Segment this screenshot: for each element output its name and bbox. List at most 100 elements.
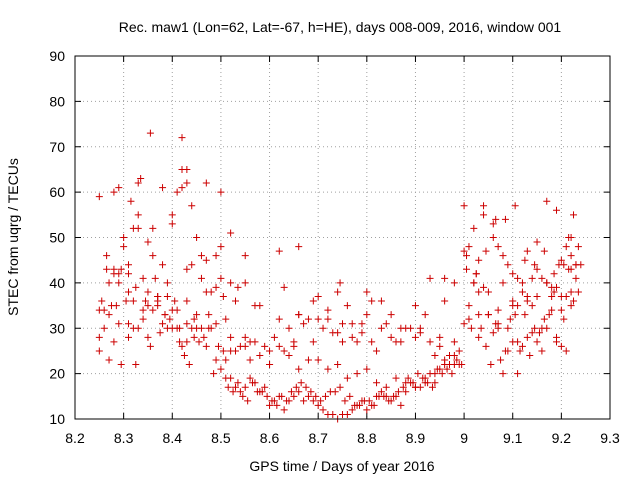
data-point: [266, 361, 274, 369]
data-point: [115, 320, 123, 328]
data-point: [241, 342, 249, 350]
data-point: [105, 311, 113, 319]
x-tick-label: 9.2: [552, 430, 572, 446]
data-point: [528, 274, 536, 282]
data-point: [261, 383, 269, 391]
data-point: [441, 361, 449, 369]
data-point: [531, 261, 539, 269]
x-tick-label: 8.5: [211, 430, 231, 446]
data-point: [356, 401, 364, 409]
data-point: [550, 270, 558, 278]
data-point: [465, 243, 473, 251]
data-point: [426, 274, 434, 282]
data-point: [178, 184, 186, 192]
data-point: [156, 329, 164, 337]
data-point: [241, 333, 249, 341]
data-point: [110, 188, 118, 196]
data-point: [446, 351, 453, 359]
data-point: [239, 392, 247, 400]
data-point: [105, 356, 113, 364]
data-point: [122, 297, 130, 305]
data-point: [103, 265, 111, 273]
data-point: [183, 320, 191, 328]
data-point: [190, 315, 198, 323]
data-point: [523, 333, 531, 341]
data-point: [241, 279, 249, 287]
data-point: [178, 342, 186, 350]
data-point: [334, 361, 342, 369]
y-tick-label: 90: [49, 48, 65, 64]
data-point: [489, 234, 497, 241]
data-point: [567, 302, 575, 310]
data-point: [487, 361, 495, 369]
data-points: [95, 129, 585, 423]
data-point: [377, 388, 385, 396]
data-point: [110, 338, 118, 346]
data-point: [533, 238, 541, 246]
data-point: [574, 288, 582, 296]
data-point: [343, 410, 351, 418]
data-point: [251, 302, 259, 310]
y-tick-label: 20: [49, 366, 65, 382]
data-point: [217, 274, 225, 282]
data-point: [159, 184, 167, 192]
data-point: [455, 347, 463, 355]
data-point: [553, 338, 560, 346]
data-point: [521, 311, 529, 319]
data-point: [183, 179, 191, 187]
data-point: [309, 297, 317, 305]
data-point: [295, 388, 303, 396]
data-point: [550, 288, 558, 296]
data-point: [533, 265, 541, 273]
data-point: [450, 279, 458, 287]
data-point: [402, 388, 410, 396]
data-point: [494, 324, 502, 332]
data-point: [227, 229, 235, 237]
data-point: [528, 329, 536, 337]
data-point: [292, 383, 300, 391]
data-point: [577, 261, 585, 269]
data-point: [302, 383, 310, 391]
data-point: [100, 324, 108, 332]
data-point: [319, 406, 327, 414]
x-tick-labels: 8.2 8.3 8.4 8.5 8.6 8.7 8.8 8.9 9 9.1 9.2 9.3: [65, 430, 620, 446]
data-point: [244, 397, 252, 405]
data-point: [98, 297, 106, 305]
data-point: [205, 324, 213, 332]
data-point: [146, 129, 154, 137]
data-point: [341, 397, 349, 405]
grid-layer: [75, 56, 610, 419]
data-point: [185, 361, 193, 369]
data-point: [538, 324, 546, 332]
data-point: [214, 342, 222, 350]
data-point: [465, 315, 473, 323]
data-point: [176, 338, 184, 346]
data-point: [163, 324, 171, 332]
data-point: [441, 274, 449, 282]
data-point: [197, 324, 205, 332]
data-point: [436, 342, 444, 350]
data-point: [95, 306, 103, 314]
data-point: [562, 292, 570, 300]
data-point: [557, 256, 565, 264]
data-point: [463, 252, 471, 260]
data-point: [565, 234, 573, 241]
data-point: [470, 224, 478, 232]
data-point: [377, 324, 385, 332]
data-point: [324, 365, 332, 373]
data-point: [553, 283, 560, 291]
data-point: [280, 347, 288, 355]
data-point: [139, 274, 147, 282]
data-point: [574, 243, 582, 251]
data-point: [132, 361, 140, 369]
data-point: [137, 175, 145, 183]
data-point: [190, 333, 198, 341]
data-point: [95, 347, 103, 355]
data-point: [295, 365, 303, 373]
data-point: [129, 297, 137, 305]
data-point: [125, 270, 132, 278]
data-point: [370, 401, 378, 409]
data-point: [212, 356, 220, 364]
data-point: [363, 406, 371, 414]
data-point: [411, 302, 419, 310]
